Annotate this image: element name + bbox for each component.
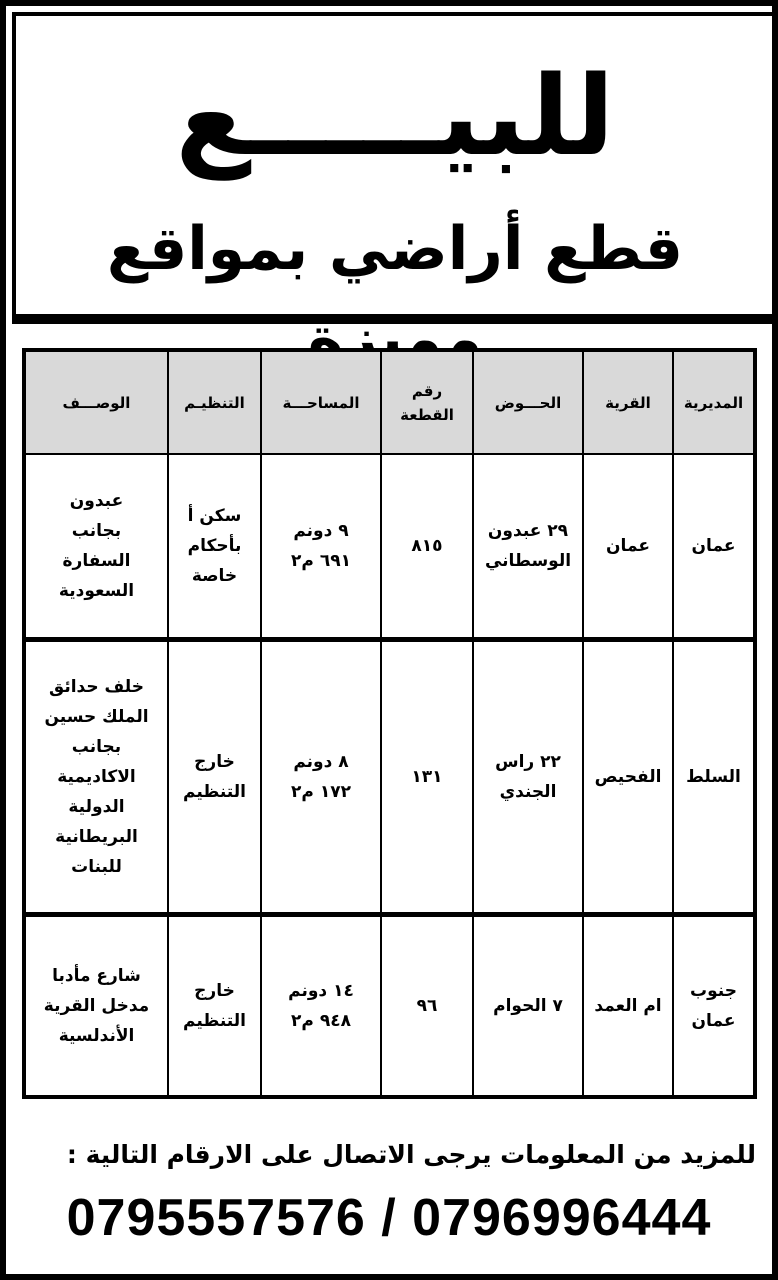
cell-zoning: سكن أ بأحكام خاصة <box>167 453 262 640</box>
cell-description: شارع مأدبا مدخل القرية الأندلسية <box>23 911 169 1098</box>
table-row: جنوب عمان ام العمد ٧ الحوام ٩٦ ١٤ دونم ٩… <box>23 911 756 1098</box>
header-plot-number: رقم القطعة <box>380 349 474 455</box>
contact-text: للمزيد من المعلومات يرجى الاتصال على الا… <box>66 1140 756 1169</box>
cell-basin: ٢٢ راس الجندي <box>472 636 584 915</box>
cell-zoning: خارج التنظيم <box>167 911 262 1098</box>
phone-numbers: 0795557576 / 0796996444 <box>66 1189 712 1247</box>
header-box: للبيـــــع قطع أراضي بمواقع مميزة <box>12 12 778 374</box>
cell-description: خلف حدائق الملك حسين بجانب الاكاديمية ال… <box>23 636 169 915</box>
header-description: الوصـــف <box>23 349 169 455</box>
header-directorate: المديرية <box>672 349 756 455</box>
cell-directorate: السلط <box>672 636 756 915</box>
table-row: السلط الفحيص ٢٢ راس الجندي ١٣١ ٨ دونم ١٧… <box>23 636 756 915</box>
cell-area: ١٤ دونم ٩٤٨ م٢ <box>260 911 382 1098</box>
cell-plot-number: ٨١٥ <box>380 453 474 640</box>
cell-village: عمان <box>582 453 674 640</box>
cell-directorate: عمان <box>672 453 756 640</box>
cell-directorate: جنوب عمان <box>672 911 756 1098</box>
cell-area: ٨ دونم ١٧٢ م٢ <box>260 636 382 915</box>
cell-village: ام العمد <box>582 911 674 1098</box>
table-header-row: المديرية القرية الحـــوض رقم القطعة المس… <box>23 349 756 455</box>
cell-basin: ٢٩ عبدون الوسطاني <box>472 453 584 640</box>
header-area: المساحـــة <box>260 349 382 455</box>
cell-description: عبدون بجانب السفارة السعودية <box>23 453 169 640</box>
cell-area: ٩ دونم ٦٩١ م٢ <box>260 453 382 640</box>
cell-plot-number: ٩٦ <box>380 911 474 1098</box>
header-basin: الحـــوض <box>472 349 584 455</box>
cell-zoning: خارج التنظيم <box>167 636 262 915</box>
header-village: القرية <box>582 349 674 455</box>
land-table: المديرية القرية الحـــوض رقم القطعة المس… <box>22 348 757 1099</box>
table-row: عمان عمان ٢٩ عبدون الوسطاني ٨١٥ ٩ دونم ٦… <box>23 453 756 640</box>
ad-title: للبيـــــع <box>175 52 615 180</box>
header-zoning: التنظيـم <box>167 349 262 455</box>
cell-plot-number: ١٣١ <box>380 636 474 915</box>
cell-village: الفحيص <box>582 636 674 915</box>
cell-basin: ٧ الحوام <box>472 911 584 1098</box>
